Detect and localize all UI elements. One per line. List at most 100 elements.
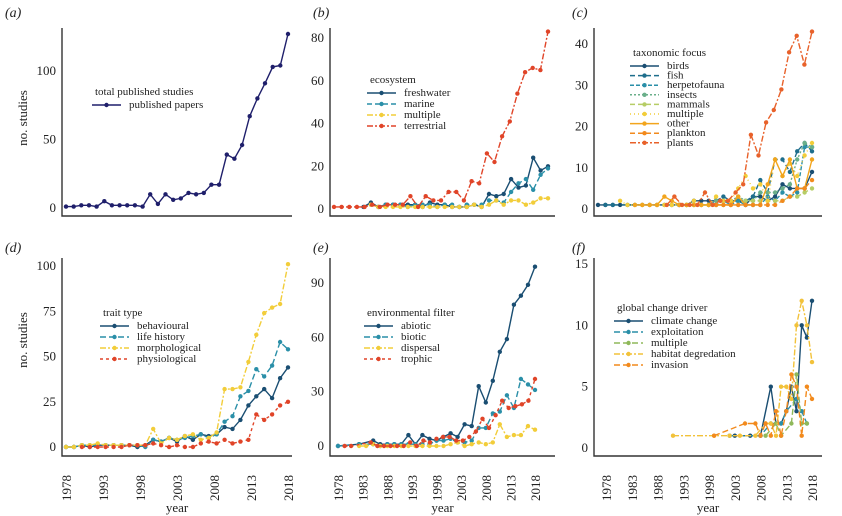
data-point	[285, 399, 291, 404]
data-point	[462, 422, 467, 427]
data-point	[457, 204, 462, 210]
data-point	[518, 432, 524, 438]
data-point	[447, 434, 452, 440]
x-tick-label: 2003	[170, 475, 185, 501]
data-point	[525, 423, 531, 429]
data-point	[603, 202, 608, 208]
data-point	[190, 444, 196, 450]
x-axis-label: year	[697, 500, 720, 515]
data-point	[789, 396, 794, 402]
y-tick-label: 50	[43, 349, 56, 364]
data-point	[421, 438, 426, 443]
data-point	[530, 65, 535, 71]
x-tick-label: 1978	[59, 475, 74, 501]
series-physiological	[79, 399, 291, 450]
data-point	[664, 202, 669, 208]
data-point	[363, 443, 369, 449]
data-point	[695, 202, 700, 208]
data-point	[406, 432, 411, 438]
legend-marker	[112, 345, 117, 351]
y-tick-label: 100	[37, 63, 57, 78]
data-point	[230, 426, 235, 432]
panel-a: (a) 0 50 100 no. studies total published stud…	[5, 6, 292, 217]
data-point	[486, 198, 492, 203]
data-point	[434, 443, 439, 449]
legend-title: trait type	[103, 307, 143, 319]
legend-marker	[626, 351, 631, 357]
data-point	[595, 202, 601, 208]
legend-marker	[112, 356, 117, 362]
data-point	[718, 198, 723, 203]
data-point	[531, 155, 536, 160]
legend-label: trophic	[401, 353, 432, 365]
data-point	[632, 202, 638, 208]
data-point	[538, 67, 543, 73]
data-point	[427, 204, 433, 210]
data-point	[802, 153, 807, 158]
data-point	[809, 149, 815, 154]
data-point	[331, 204, 337, 210]
legend-marker	[376, 334, 381, 340]
axis-lines	[61, 258, 292, 457]
legend-label: freshwater	[404, 87, 451, 99]
axis-lines	[593, 28, 822, 217]
legend-marker	[642, 83, 647, 88]
data-point	[784, 409, 789, 414]
data-point	[63, 204, 69, 209]
data-point	[794, 409, 799, 414]
x-tick-label: 1983	[625, 475, 640, 501]
y-axis-label: no. studies	[15, 90, 30, 146]
y-tick-label: 0	[50, 200, 57, 215]
data-point	[262, 310, 267, 316]
series-published-papers	[63, 31, 291, 209]
axis-lines	[329, 28, 555, 217]
data-point	[269, 305, 275, 310]
data-point	[768, 384, 773, 389]
legend-label: exploitation	[651, 326, 704, 338]
data-point	[193, 192, 199, 197]
data-point	[63, 444, 69, 450]
data-point	[262, 417, 267, 423]
data-point	[706, 202, 711, 208]
data-point	[787, 182, 793, 187]
data-point	[171, 197, 176, 202]
x-tick-label: 2008	[207, 475, 222, 501]
data-point	[794, 384, 799, 389]
data-point	[486, 202, 492, 207]
legend-label: physiological	[137, 353, 196, 365]
series-plants	[664, 29, 815, 208]
axis-lines	[61, 28, 292, 217]
data-point	[401, 443, 406, 449]
y-tick-label: 15	[575, 256, 588, 271]
data-point	[789, 372, 794, 377]
data-point	[610, 202, 615, 208]
data-point	[493, 413, 498, 418]
legend-label: climate change	[651, 315, 717, 327]
y-tick-label: 30	[311, 384, 324, 399]
data-point	[454, 189, 459, 195]
data-point	[246, 359, 251, 365]
data-point	[538, 172, 543, 177]
data-point	[662, 194, 667, 199]
data-point	[519, 402, 525, 407]
data-point	[795, 173, 800, 179]
data-point	[186, 190, 191, 196]
x-tick-label: 1993	[676, 475, 691, 501]
panel-b: (b) 0 20 40 60 80 ecosystemfreshwatermarinemul…	[311, 6, 555, 217]
data-point	[467, 434, 472, 440]
data-point	[672, 194, 677, 199]
data-point	[545, 166, 551, 171]
data-point	[501, 202, 506, 207]
data-point	[507, 119, 512, 124]
data-point	[765, 190, 770, 195]
legend-marker	[379, 123, 384, 129]
y-tick-label: 10	[575, 160, 588, 175]
data-point	[151, 441, 156, 446]
data-point	[449, 204, 455, 210]
data-point	[765, 198, 770, 203]
data-point	[794, 372, 799, 377]
data-point	[804, 421, 810, 426]
data-point	[721, 202, 726, 208]
data-point	[230, 441, 235, 446]
